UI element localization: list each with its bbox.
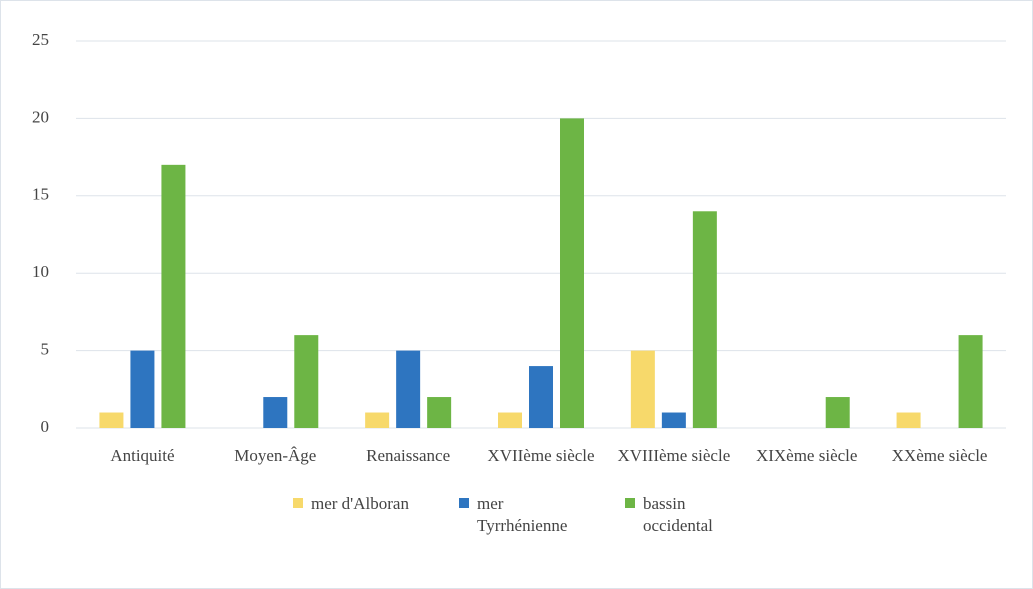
legend-label: mer d'Alboran (311, 494, 409, 513)
legend-swatch (459, 498, 469, 508)
bar (99, 412, 124, 428)
x-tick-label: Renaissance (366, 446, 451, 465)
bar (560, 118, 584, 429)
legend-label: mer Tyrrhénienne (477, 494, 568, 535)
y-tick-label: 5 (41, 340, 50, 359)
bar (896, 412, 921, 428)
bar (365, 412, 390, 428)
x-tick-label: Antiquité (110, 446, 175, 465)
bar (825, 397, 850, 428)
bar (263, 397, 288, 428)
x-tick-label: XIXème siècle (755, 446, 858, 465)
y-tick-label: 15 (32, 185, 49, 204)
x-tick-label: XXème siècle (891, 446, 988, 465)
legend-item: bassin occidental (625, 493, 773, 537)
y-tick-label: 10 (32, 262, 49, 281)
bar (294, 335, 319, 428)
bar (661, 412, 686, 428)
bar (958, 335, 983, 428)
legend-swatch (293, 498, 303, 508)
bar (529, 366, 553, 428)
bar (692, 211, 717, 428)
y-tick-label: 20 (32, 107, 49, 126)
y-tick-label: 0 (41, 417, 50, 436)
legend-item: mer Tyrrhénienne (459, 493, 607, 537)
bar (161, 164, 186, 428)
x-tick-label: XVIIIème siècle (617, 446, 731, 465)
legend-item: mer d'Alboran (293, 493, 441, 515)
legend-swatch (625, 498, 635, 508)
legend-label: bassin occidental (643, 494, 713, 535)
x-tick-label: Moyen-Âge (234, 446, 317, 465)
bar (396, 350, 421, 428)
bar (427, 397, 452, 428)
x-tick-label: XVIIème siècle (487, 446, 595, 465)
bar (630, 350, 655, 428)
y-tick-label: 25 (32, 30, 49, 49)
bar (130, 350, 155, 428)
bar (498, 412, 522, 428)
